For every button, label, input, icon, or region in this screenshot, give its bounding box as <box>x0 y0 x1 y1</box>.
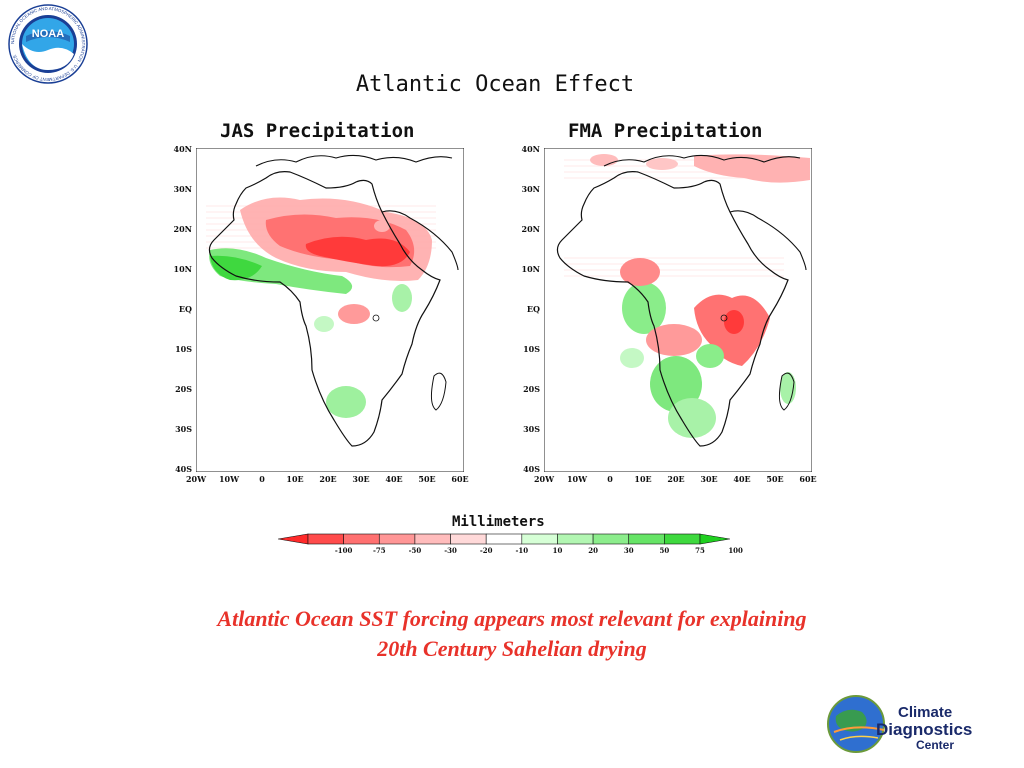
colorbar-cell <box>414 533 451 545</box>
colorbar-arrow-low <box>278 533 309 545</box>
colorbar-label: -75 <box>372 546 386 555</box>
colorbar-cell <box>592 533 630 545</box>
lat-tick: 40N <box>521 144 540 154</box>
lat-tick: 40S <box>175 464 192 474</box>
lat-tick: 40S <box>523 464 540 474</box>
noaa-text: NOAA <box>32 28 64 40</box>
lon-tick: 50E <box>766 474 784 484</box>
fma-africa-coastline <box>556 171 789 447</box>
lon-tick: 30E <box>700 474 718 484</box>
colorbar-cell <box>485 533 523 545</box>
colorbar <box>278 533 730 545</box>
colorbar-cell <box>378 533 416 545</box>
caption-line-1: Atlantic Ocean SST forcing appears most … <box>217 606 807 631</box>
lat-tick: 10S <box>175 344 192 354</box>
fma-precip-map <box>544 148 812 472</box>
colorbar-title: Millimeters <box>452 514 545 530</box>
colorbar-label: -50 <box>408 546 422 555</box>
lon-tick: 20W <box>185 474 207 484</box>
colorbar-label: -10 <box>515 546 529 555</box>
lat-tick: 20N <box>173 224 192 234</box>
lon-tick: 0 <box>259 474 265 484</box>
colorbar-label: -100 <box>334 546 353 555</box>
lon-tick: 10W <box>218 474 240 484</box>
colorbar-label: 30 <box>623 546 634 555</box>
jas-precip-map <box>196 148 464 472</box>
lon-tick: 40E <box>733 474 751 484</box>
lat-tick: 10N <box>173 264 192 274</box>
colorbar-cell <box>450 533 487 545</box>
figure-title: Atlantic Ocean Effect <box>355 72 635 97</box>
colorbar-cell <box>343 533 380 545</box>
lat-tick: 40N <box>173 144 192 154</box>
colorbar-label: -30 <box>444 546 457 555</box>
lon-tick: 60E <box>451 474 469 484</box>
cdc-line-3: Center <box>916 738 955 752</box>
colorbar-arrow-high <box>699 533 730 545</box>
colorbar-cell <box>628 533 665 545</box>
jas-madagascar <box>430 372 447 411</box>
jas-drying-anomaly <box>240 197 432 324</box>
caption-line-2: 20th Century Sahelian drying <box>377 636 647 661</box>
lon-tick: 30E <box>352 474 370 484</box>
fma-europe-coastline <box>603 154 801 167</box>
jas-arabia-coastline <box>381 210 459 271</box>
colorbar-label: 20 <box>588 546 598 555</box>
colorbar-label: 75 <box>695 546 705 555</box>
colorbar-label: 50 <box>659 546 670 555</box>
lon-tick: 40E <box>385 474 403 484</box>
jas-africa-coastline <box>208 171 441 447</box>
jas-panel-title: JAS Precipitation <box>220 120 415 142</box>
lon-tick: 20E <box>319 474 337 484</box>
lat-tick: 20N <box>521 224 540 234</box>
lon-tick: 10E <box>286 474 304 484</box>
fma-panel-title: FMA Precipitation <box>568 120 763 142</box>
precip-figure: Atlantic Ocean Effect JAS Precipitation … <box>170 72 820 555</box>
jas-europe-coastline <box>255 154 453 167</box>
fma-anomaly-fill <box>590 154 810 438</box>
lat-tick: 30N <box>521 184 540 194</box>
colorbar-label: -20 <box>479 546 493 555</box>
jas-wetting-anomaly <box>209 248 412 418</box>
lon-tick: 10W <box>566 474 588 484</box>
caption: Atlantic Ocean SST forcing appears most … <box>0 604 1024 664</box>
lat-tick: EQ <box>526 304 540 314</box>
lon-tick: 10E <box>634 474 652 484</box>
fma-arabia-coastline <box>729 210 807 271</box>
cdc-logo <box>827 695 885 753</box>
colorbar-label: 10 <box>552 546 563 555</box>
colorbar-cell <box>521 533 558 545</box>
lon-tick: 0 <box>607 474 613 484</box>
lat-tick: EQ <box>178 304 192 314</box>
colorbar-cell <box>557 533 594 545</box>
cdc-line-1: Climate <box>898 704 953 721</box>
lat-tick: 30S <box>523 424 540 434</box>
colorbar-label: 100 <box>728 546 743 555</box>
fma-madagascar <box>778 372 795 411</box>
noaa-logo: NOAA NATIONAL OCEANIC AND ATMOSPHERIC AD… <box>8 4 88 84</box>
lon-tick: 60E <box>799 474 817 484</box>
lat-tick: 10N <box>521 264 540 274</box>
lat-tick: 20S <box>175 384 192 394</box>
lat-tick: 30N <box>173 184 192 194</box>
lat-tick: 10S <box>523 344 540 354</box>
lat-tick: 30S <box>175 424 192 434</box>
cdc-line-2: Diagnostics <box>876 720 973 739</box>
lon-tick: 50E <box>418 474 436 484</box>
lat-tick: 20S <box>523 384 540 394</box>
lon-tick: 20W <box>533 474 555 484</box>
lon-tick: 20E <box>667 474 685 484</box>
colorbar-cell <box>664 533 701 545</box>
colorbar-cell <box>307 533 344 545</box>
